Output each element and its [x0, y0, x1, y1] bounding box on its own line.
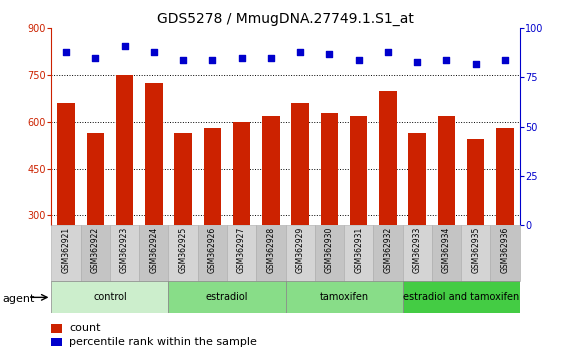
Text: GSM362931: GSM362931	[354, 227, 363, 273]
Text: estradiol and tamoxifen: estradiol and tamoxifen	[403, 292, 519, 302]
Bar	[403, 281, 520, 313]
Text: GSM362936: GSM362936	[500, 227, 509, 273]
Bar	[203, 128, 221, 225]
Text: GSM362933: GSM362933	[413, 227, 422, 273]
Bar	[286, 225, 315, 281]
Bar	[496, 128, 514, 225]
Bar	[408, 133, 426, 225]
Bar	[139, 225, 168, 281]
Point	[354, 57, 363, 63]
Text: GSM362923: GSM362923	[120, 227, 129, 273]
Bar	[233, 122, 250, 225]
Bar	[145, 83, 163, 225]
Bar	[57, 103, 75, 225]
Text: GSM362922: GSM362922	[91, 227, 100, 273]
Text: count: count	[70, 324, 101, 333]
Text: estradiol: estradiol	[206, 292, 248, 302]
Text: GSM362921: GSM362921	[62, 227, 71, 273]
Text: GSM362935: GSM362935	[471, 227, 480, 273]
Bar	[81, 225, 110, 281]
Bar	[227, 225, 256, 281]
Bar	[467, 139, 484, 225]
Text: GSM362934: GSM362934	[442, 227, 451, 273]
Bar	[432, 225, 461, 281]
Point	[413, 59, 422, 64]
Bar	[461, 225, 490, 281]
Point	[237, 55, 246, 61]
Point	[62, 49, 71, 55]
Bar	[51, 338, 62, 347]
Text: GSM362928: GSM362928	[266, 227, 275, 273]
Point	[383, 49, 392, 55]
Point	[500, 57, 509, 63]
Bar	[198, 225, 227, 281]
Bar	[291, 103, 309, 225]
Point	[442, 57, 451, 63]
Text: GSM362930: GSM362930	[325, 227, 334, 273]
Point	[120, 43, 129, 49]
Point	[179, 57, 188, 63]
Bar	[344, 225, 373, 281]
Text: GSM362924: GSM362924	[149, 227, 158, 273]
Text: GSM362929: GSM362929	[296, 227, 305, 273]
Bar	[168, 281, 286, 313]
Text: GSM362925: GSM362925	[179, 227, 188, 273]
Text: percentile rank within the sample: percentile rank within the sample	[70, 337, 258, 347]
Bar	[174, 133, 192, 225]
Text: agent: agent	[3, 294, 35, 304]
Bar	[262, 116, 280, 225]
Text: tamoxifen: tamoxifen	[319, 292, 369, 302]
Bar	[315, 225, 344, 281]
Point	[266, 55, 275, 61]
Title: GDS5278 / MmugDNA.27749.1.S1_at: GDS5278 / MmugDNA.27749.1.S1_at	[157, 12, 414, 26]
Bar	[168, 225, 198, 281]
Bar	[321, 113, 338, 225]
Point	[471, 61, 480, 67]
Text: GSM362926: GSM362926	[208, 227, 217, 273]
Point	[208, 57, 217, 63]
Bar	[286, 281, 403, 313]
Bar	[379, 91, 397, 225]
Bar	[51, 225, 81, 281]
Point	[149, 49, 158, 55]
Bar	[438, 116, 455, 225]
Point	[91, 55, 100, 61]
Bar	[373, 225, 403, 281]
Text: GSM362927: GSM362927	[237, 227, 246, 273]
Text: control: control	[93, 292, 127, 302]
Bar	[51, 324, 62, 333]
Point	[325, 51, 334, 57]
Text: GSM362932: GSM362932	[383, 227, 392, 273]
Bar	[350, 116, 368, 225]
Bar	[51, 281, 168, 313]
Bar	[490, 225, 520, 281]
Bar	[110, 225, 139, 281]
Bar	[256, 225, 286, 281]
Bar	[403, 225, 432, 281]
Point	[296, 49, 305, 55]
Bar	[116, 75, 133, 225]
Bar	[86, 133, 104, 225]
